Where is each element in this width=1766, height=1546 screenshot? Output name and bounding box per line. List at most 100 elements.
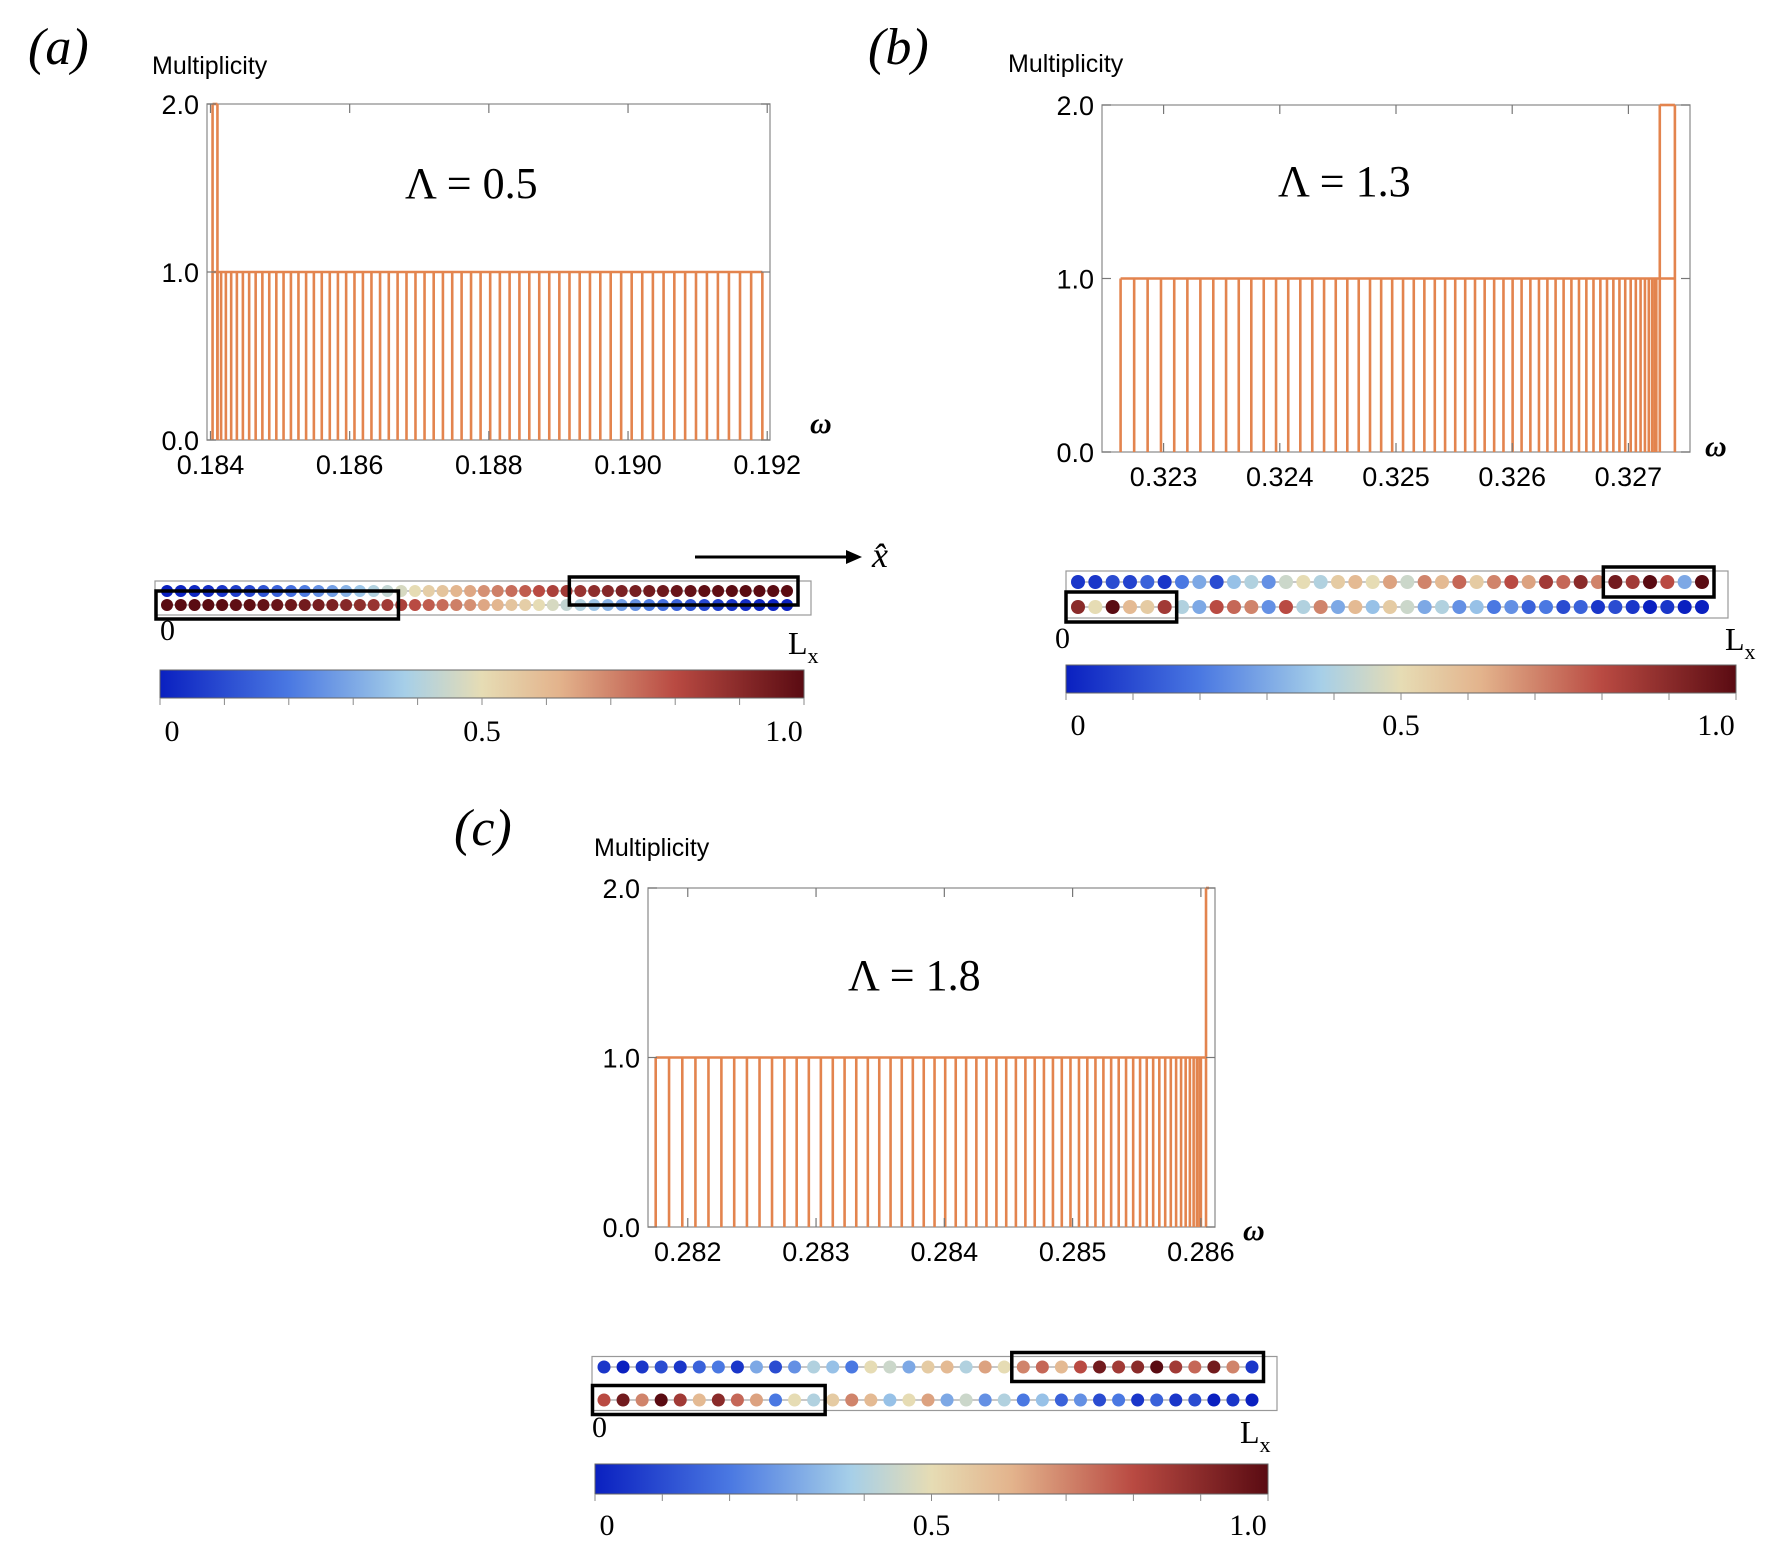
panel-b-site-top bbox=[1556, 575, 1571, 589]
panel-c-sites bbox=[590, 1350, 1278, 1417]
panel-c-site-bottom bbox=[711, 1393, 725, 1407]
panel-b-site-top bbox=[1331, 575, 1345, 589]
panel-a-site-end-sub: x bbox=[808, 643, 819, 668]
x-direction-label: x̂ bbox=[871, 535, 888, 575]
panel-b-ylabel: Multiplicity bbox=[1008, 50, 1124, 78]
panel-a-site-bottom bbox=[477, 599, 490, 611]
panel-b-site-bottom bbox=[1088, 600, 1103, 614]
panel-a-site-top bbox=[574, 585, 587, 597]
panel-c-site-bottom bbox=[616, 1393, 630, 1407]
panel-c-site-end-L: L bbox=[1240, 1414, 1260, 1450]
panel-b-site-top bbox=[1400, 575, 1415, 589]
panel-a-site-top bbox=[491, 585, 504, 597]
panel-c-site-top bbox=[597, 1360, 611, 1374]
panel-b-site-bottom bbox=[1539, 600, 1553, 614]
panel-c-site-top bbox=[1073, 1360, 1087, 1374]
panel-c-site-bottom bbox=[826, 1393, 840, 1407]
panel-a-site-top bbox=[601, 585, 614, 597]
panel-c-site-bottom bbox=[902, 1393, 916, 1407]
panel-b-site-bottom bbox=[1677, 600, 1692, 614]
panel-b-xtick-label: 0.326 bbox=[1478, 462, 1546, 492]
panel-c-site-top bbox=[711, 1360, 725, 1374]
panel-a-site-top bbox=[767, 585, 780, 597]
panel-b-site-top bbox=[1487, 575, 1501, 589]
panel-a-site-bottom bbox=[546, 599, 559, 611]
panel-b-ytick-label: 1.0 bbox=[1056, 265, 1094, 295]
panel-a-xtick-label: 0.184 bbox=[177, 450, 245, 480]
panel-a-site-top bbox=[477, 585, 490, 597]
panel-c-site-top bbox=[1226, 1360, 1240, 1374]
panel-a-site-bottom bbox=[450, 599, 463, 611]
panel-c-site-bottom bbox=[959, 1393, 973, 1407]
panel-c-site-bottom bbox=[1150, 1393, 1164, 1407]
panel-b-annotation: Λ = 1.3 bbox=[1278, 157, 1411, 206]
panel-a-site-bottom bbox=[285, 599, 297, 611]
panel-c-site-top bbox=[749, 1360, 763, 1374]
panel-b-site-top bbox=[1157, 575, 1172, 589]
panel-a-site-bottom bbox=[312, 599, 325, 611]
panel-a-site-top bbox=[505, 585, 518, 597]
panel-b-colorbar-gradient bbox=[1065, 664, 1737, 694]
panel-b-site-top bbox=[1279, 575, 1293, 589]
panel-b-site-top bbox=[1244, 575, 1259, 589]
panel-c-site-top bbox=[826, 1360, 840, 1374]
panel-a-highlight-box bbox=[567, 575, 800, 607]
panel-c-site-top bbox=[864, 1360, 878, 1374]
panel-a-site-bottom bbox=[174, 599, 187, 611]
panel-c-site-bottom bbox=[1207, 1393, 1221, 1407]
panel-b-site-top bbox=[1591, 575, 1605, 589]
panel-b-site-bottom bbox=[1695, 600, 1709, 614]
panel-c-highlight-box bbox=[1010, 1350, 1266, 1384]
panel-b-site-top bbox=[1123, 575, 1137, 589]
panel-a-site-top bbox=[684, 585, 697, 597]
panel-b-xtick-label: 0.323 bbox=[1130, 462, 1198, 492]
panel-b-site-top bbox=[1227, 575, 1241, 589]
panel-a-site-top bbox=[670, 585, 683, 597]
panel-c-xtick-label: 0.283 bbox=[782, 1237, 850, 1267]
panel-c-site-top bbox=[1054, 1360, 1068, 1374]
panel-a-ytick-label: 0.0 bbox=[161, 426, 199, 456]
panel-c-colorbar-label: 1.0 bbox=[1229, 1509, 1267, 1542]
panel-b-site-top bbox=[1071, 575, 1085, 589]
panel-c-xtick-label: 0.286 bbox=[1167, 1237, 1235, 1267]
panel-c-site-bottom bbox=[807, 1393, 821, 1407]
panel-a-site-top bbox=[739, 585, 752, 597]
panel-b-site-bottom bbox=[1279, 600, 1293, 614]
panel-b-colorbar-label: 0.5 bbox=[1382, 709, 1420, 742]
panel-b-site-bottom bbox=[1660, 600, 1675, 614]
panel-a-site-top bbox=[615, 585, 628, 597]
panel-a-site-bottom bbox=[367, 599, 380, 611]
panel-c-ylabel: Multiplicity bbox=[594, 834, 710, 862]
panel-c-site-top bbox=[1112, 1360, 1126, 1374]
panel-c-site-end-sub: x bbox=[1260, 1432, 1271, 1457]
panel-b-site-bottom bbox=[1643, 600, 1657, 614]
panel-c-site-bottom bbox=[1073, 1393, 1087, 1407]
panel-c-ytick-label: 0.0 bbox=[602, 1213, 640, 1243]
panel-c-site-bottom bbox=[788, 1393, 802, 1407]
panel-a-site-end-L: L bbox=[788, 625, 808, 661]
panel-c-colorbar-label: 0 bbox=[600, 1509, 615, 1542]
panel-c-site-bottom bbox=[692, 1393, 706, 1407]
panel-c-site-bottom bbox=[1054, 1393, 1068, 1407]
panel-b-site-end-L: L bbox=[1725, 621, 1745, 657]
panel-b-site-bottom bbox=[1071, 600, 1085, 614]
panel-b-site-top bbox=[1435, 575, 1449, 589]
panel-b-xlabel: ω bbox=[1705, 430, 1727, 463]
panel-c-site-bottom bbox=[1093, 1393, 1107, 1407]
panel-a-site-end: Lx bbox=[788, 625, 819, 668]
panel-a-site-top bbox=[464, 585, 477, 597]
panel-b-site-bottom bbox=[1400, 600, 1415, 614]
panel-a-site-bottom bbox=[519, 599, 532, 611]
panel-b-site-top bbox=[1539, 575, 1553, 589]
panel-c-site-bottom bbox=[978, 1393, 992, 1407]
panel-b-xtick-label: 0.327 bbox=[1595, 462, 1663, 492]
panel-c-site-top bbox=[883, 1360, 897, 1374]
panel-c-site-top bbox=[692, 1360, 706, 1374]
panel-a-label: (a) bbox=[28, 19, 89, 76]
panel-c-site-bottom bbox=[1131, 1393, 1145, 1407]
panel-b-site-bottom bbox=[1608, 600, 1623, 614]
panel-b-site-top bbox=[1608, 575, 1623, 589]
panel-b-site-bottom bbox=[1383, 600, 1397, 614]
panel-c-site-top bbox=[959, 1360, 973, 1374]
panel-c-colorbar-label: 0.5 bbox=[913, 1509, 951, 1542]
